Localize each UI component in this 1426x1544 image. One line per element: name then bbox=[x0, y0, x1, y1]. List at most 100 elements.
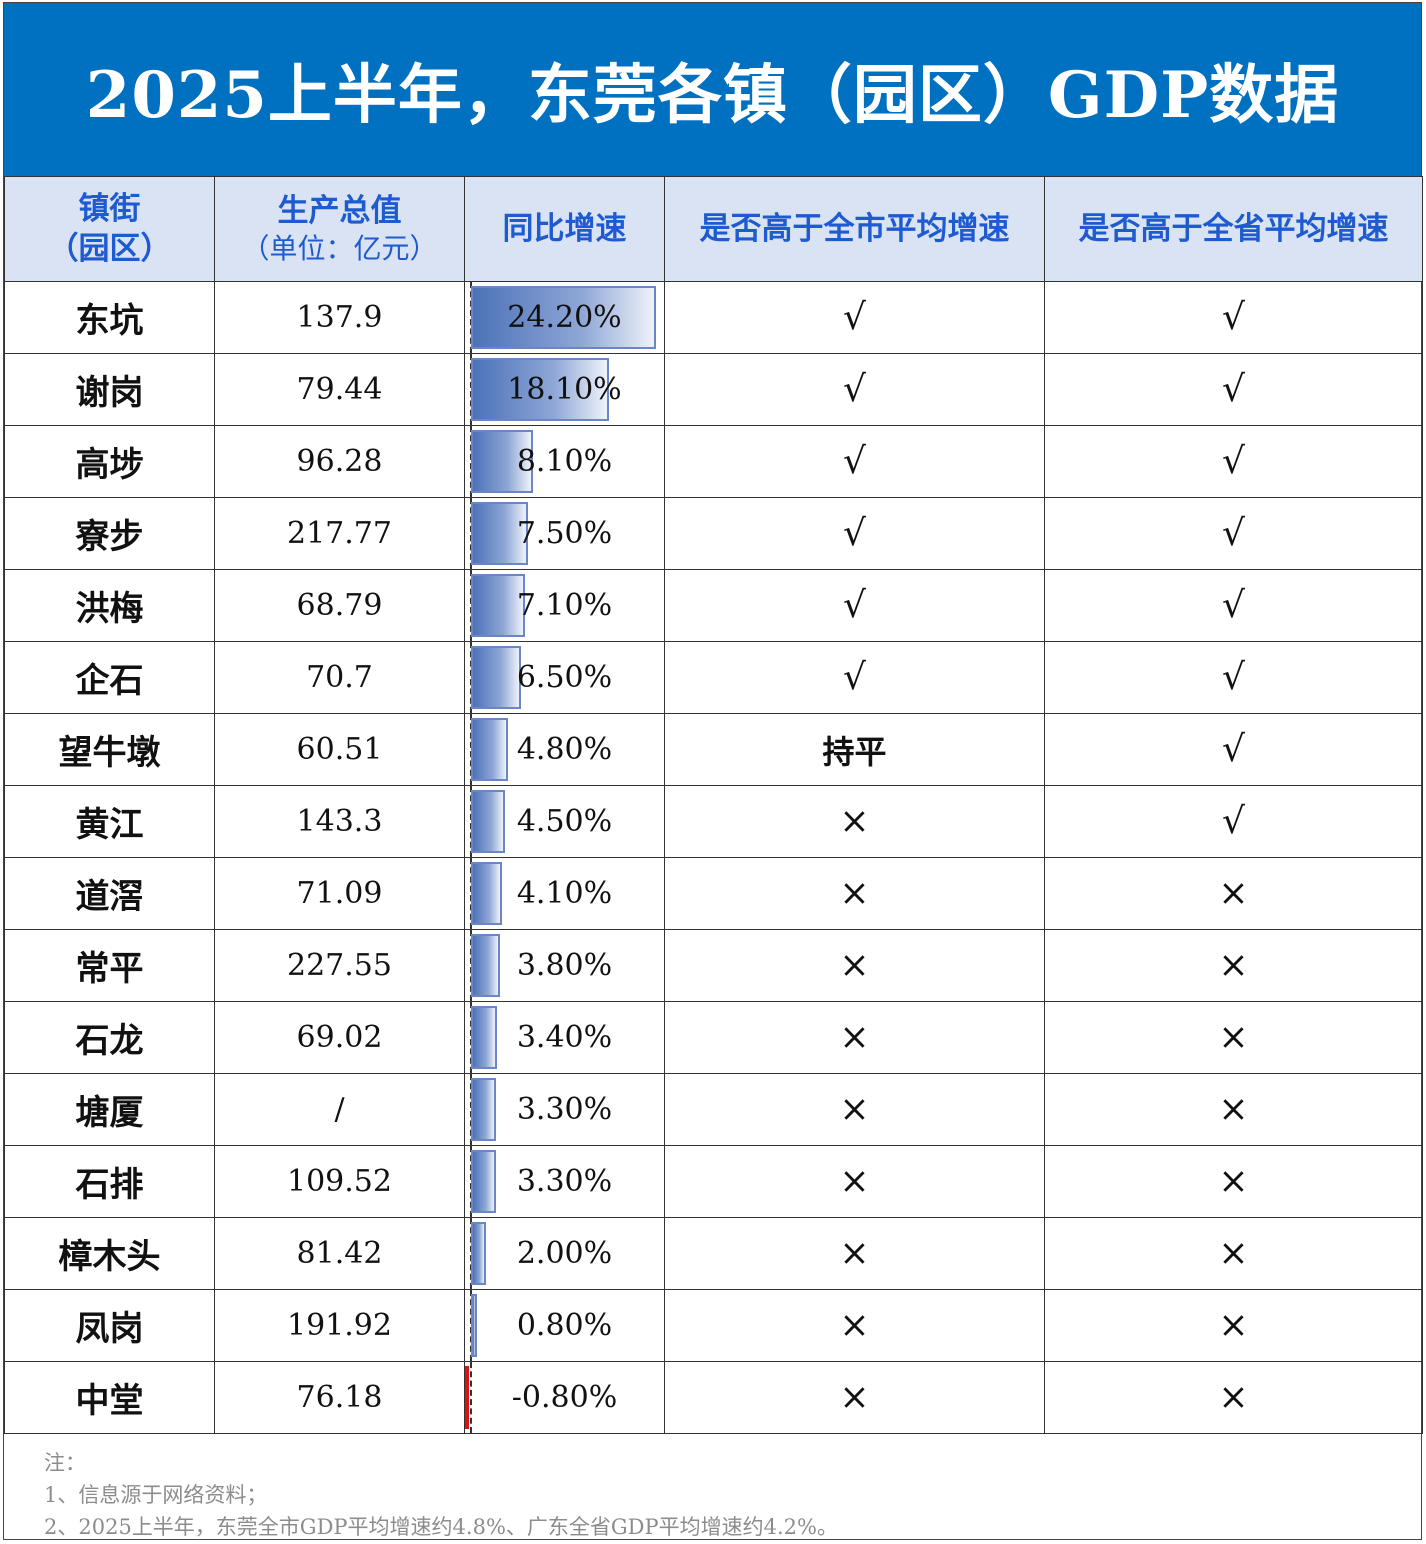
cell-gdp: 227.55 bbox=[214, 929, 465, 1002]
cell-above-city: √ bbox=[664, 425, 1045, 498]
cell-gdp: 76.18 bbox=[214, 1361, 465, 1434]
bar-axis-line bbox=[470, 1362, 472, 1433]
cell-growth: 8.10% bbox=[464, 425, 665, 498]
cell-above-city: 持平 bbox=[664, 713, 1045, 786]
page-title: 2025上半年，东莞各镇（园区）GDP数据 bbox=[85, 57, 1340, 133]
cell-growth: 2.00% bbox=[464, 1217, 665, 1290]
growth-label: 18.10% bbox=[507, 372, 622, 407]
header-above-city: 是否高于全市平均增速 bbox=[664, 176, 1045, 282]
growth-bar bbox=[471, 934, 501, 997]
cell-town: 石排 bbox=[4, 1145, 215, 1218]
growth-label: 3.80% bbox=[516, 948, 613, 983]
cell-above-province: √ bbox=[1044, 425, 1423, 498]
cell-town: 企石 bbox=[4, 641, 215, 714]
cell-growth: 7.10% bbox=[464, 569, 665, 642]
cell-town: 高埗 bbox=[4, 425, 215, 498]
cell-gdp: 79.44 bbox=[214, 353, 465, 426]
cell-growth: -0.80% bbox=[464, 1361, 665, 1434]
cell-above-city: × bbox=[664, 1361, 1045, 1434]
table-row: 石龙 69.02 3.40% × × bbox=[4, 1001, 1423, 1074]
cell-gdp: 81.42 bbox=[214, 1217, 465, 1290]
cell-growth: 4.50% bbox=[464, 785, 665, 858]
cell-above-city: √ bbox=[664, 281, 1045, 354]
cell-above-city: × bbox=[664, 1217, 1045, 1290]
cell-above-province: √ bbox=[1044, 785, 1423, 858]
growth-bar bbox=[471, 862, 503, 925]
cell-above-city: √ bbox=[664, 569, 1045, 642]
title-banner: 2025上半年，东莞各镇（园区）GDP数据 bbox=[4, 3, 1421, 176]
growth-label: 24.20% bbox=[507, 300, 622, 335]
growth-bar bbox=[471, 718, 508, 781]
table-row: 谢岗 79.44 18.10% √ √ bbox=[4, 353, 1423, 426]
table-row: 高埗 96.28 8.10% √ √ bbox=[4, 425, 1423, 498]
growth-label: 4.10% bbox=[516, 876, 613, 911]
growth-label: 2.00% bbox=[516, 1236, 613, 1271]
table-row: 石排 109.52 3.30% × × bbox=[4, 1145, 1423, 1218]
cell-above-city: × bbox=[664, 1145, 1045, 1218]
cell-growth: 4.80% bbox=[464, 713, 665, 786]
cell-above-city: × bbox=[664, 1289, 1045, 1362]
growth-bar bbox=[471, 1006, 497, 1069]
cell-gdp: 137.9 bbox=[214, 281, 465, 354]
table-row: 常平 227.55 3.80% × × bbox=[4, 929, 1423, 1002]
cell-above-city: × bbox=[664, 1001, 1045, 1074]
cell-above-city: √ bbox=[664, 497, 1045, 570]
cell-gdp: 68.79 bbox=[214, 569, 465, 642]
table-row: 黄江 143.3 4.50% × √ bbox=[4, 785, 1423, 858]
growth-label: 3.30% bbox=[516, 1092, 613, 1127]
cell-above-province: × bbox=[1044, 929, 1423, 1002]
cell-growth: 7.50% bbox=[464, 497, 665, 570]
cell-town: 石龙 bbox=[4, 1001, 215, 1074]
growth-bar bbox=[471, 1078, 497, 1141]
growth-bar bbox=[465, 1366, 469, 1429]
cell-above-city: × bbox=[664, 929, 1045, 1002]
cell-town: 谢岗 bbox=[4, 353, 215, 426]
cell-town: 寮步 bbox=[4, 497, 215, 570]
cell-growth: 3.80% bbox=[464, 929, 665, 1002]
cell-gdp: 96.28 bbox=[214, 425, 465, 498]
cell-gdp: 191.92 bbox=[214, 1289, 465, 1362]
cell-growth: 4.10% bbox=[464, 857, 665, 930]
cell-above-province: × bbox=[1044, 1073, 1423, 1146]
growth-label: 7.10% bbox=[516, 588, 613, 623]
cell-growth: 18.10% bbox=[464, 353, 665, 426]
growth-label: 7.50% bbox=[516, 516, 613, 551]
cell-growth: 3.30% bbox=[464, 1145, 665, 1218]
infographic-frame: 2025上半年，东莞各镇（园区）GDP数据 镇街 （园区） 生产总值 （单位：亿… bbox=[3, 2, 1423, 1543]
table-row: 东坑 137.9 24.20% √ √ bbox=[4, 281, 1423, 354]
growth-bar bbox=[471, 574, 526, 637]
cell-town: 凤岗 bbox=[4, 1289, 215, 1362]
growth-bar bbox=[471, 1150, 497, 1213]
notes-heading: 注： bbox=[44, 1451, 86, 1475]
cell-above-city: × bbox=[664, 785, 1045, 858]
cell-above-province: √ bbox=[1044, 569, 1423, 642]
cell-gdp: 143.3 bbox=[214, 785, 465, 858]
header-gdp-line1: 生产总值 bbox=[277, 192, 402, 229]
table-row: 洪梅 68.79 7.10% √ √ bbox=[4, 569, 1423, 642]
cell-above-city: √ bbox=[664, 353, 1045, 426]
cell-above-province: × bbox=[1044, 1145, 1423, 1218]
growth-bar bbox=[471, 1222, 487, 1285]
growth-bar bbox=[471, 430, 533, 493]
table-body: 东坑 137.9 24.20% √ √ 谢岗 79.44 18.10% √ √ 高埗 96.28 8.1… bbox=[4, 281, 1423, 1434]
cell-above-province: √ bbox=[1044, 497, 1423, 570]
header-town-line1: 镇街 bbox=[78, 190, 141, 227]
cell-above-province: × bbox=[1044, 1217, 1423, 1290]
table-row: 塘厦/ 3.30% × × bbox=[4, 1073, 1423, 1146]
cell-above-province: √ bbox=[1044, 353, 1423, 426]
growth-label: 0.80% bbox=[516, 1308, 613, 1343]
cell-town: 洪梅 bbox=[4, 569, 215, 642]
cell-growth: 6.50% bbox=[464, 641, 665, 714]
cell-growth: 3.30% bbox=[464, 1073, 665, 1146]
table-row: 樟木头 81.42 2.00% × × bbox=[4, 1217, 1423, 1290]
table-row: 道滘 71.09 4.10% × × bbox=[4, 857, 1423, 930]
growth-bar bbox=[471, 646, 521, 709]
table-row: 寮步 217.77 7.50% √ √ bbox=[4, 497, 1423, 570]
growth-bar bbox=[471, 358, 610, 421]
gdp-table: 镇街 （园区） 生产总值 （单位：亿元） 同比增速 是否高于全市平均增速 是否高… bbox=[4, 176, 1423, 1434]
notes-block: 注： 1、信息源于网络资料； 2、2025上半年，东莞全市GDP平均增速约4.8… bbox=[44, 1447, 838, 1543]
cell-above-province: √ bbox=[1044, 641, 1423, 714]
cell-gdp: 109.52 bbox=[214, 1145, 465, 1218]
header-gdp-line2: （单位：亿元） bbox=[241, 231, 438, 265]
note-1: 1、信息源于网络资料； bbox=[44, 1483, 268, 1507]
